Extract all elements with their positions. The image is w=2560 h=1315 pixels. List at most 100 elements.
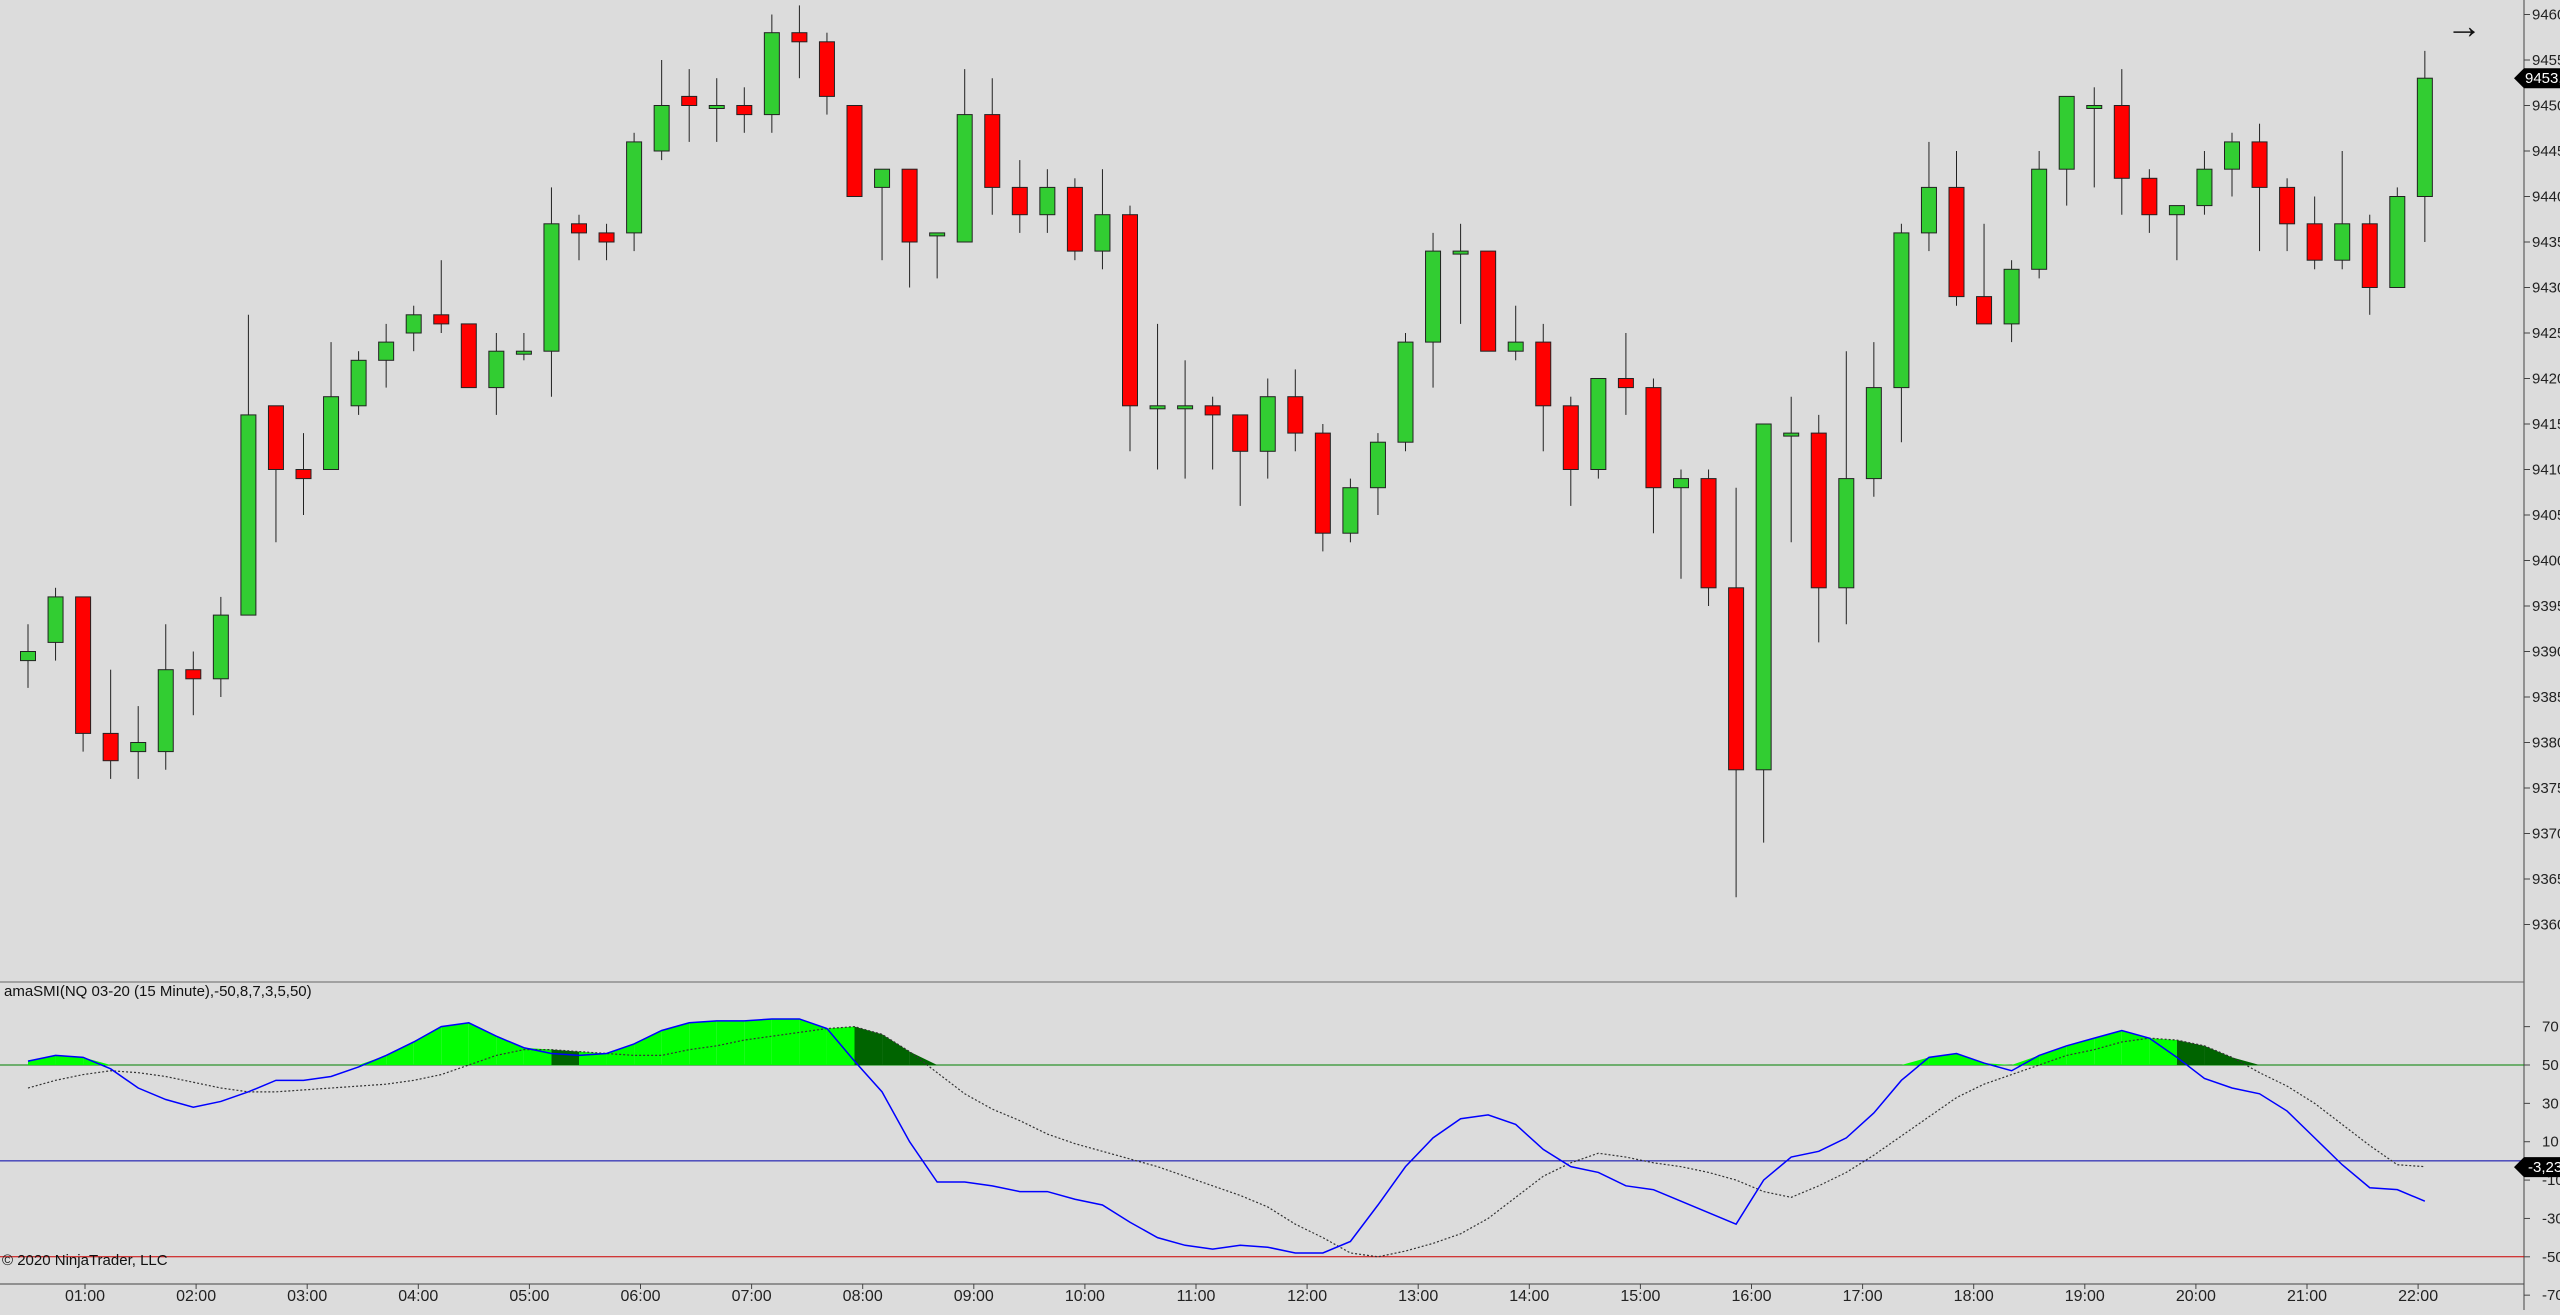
candle-body[interactable] <box>1507 341 1524 352</box>
candle-body[interactable] <box>708 105 725 109</box>
candle-body[interactable] <box>901 168 918 243</box>
candle-body[interactable] <box>2416 77 2433 197</box>
candle-body[interactable] <box>20 651 36 662</box>
candle-body[interactable] <box>102 732 119 762</box>
indicator-title: amaSMI(NQ 03-20 (15 Minute),-50,8,7,3,5,… <box>4 983 312 1000</box>
candle-body[interactable] <box>818 41 835 97</box>
candle-body[interactable] <box>1397 341 1414 443</box>
candle-body[interactable] <box>1425 250 1442 343</box>
candle-body[interactable] <box>1893 232 1910 389</box>
candle-body[interactable] <box>1314 432 1331 534</box>
candle-body[interactable] <box>47 596 64 643</box>
candle-body[interactable] <box>874 168 891 188</box>
candle-body[interactable] <box>75 596 92 734</box>
x-tick-label: 19:00 <box>2065 1288 2105 1305</box>
overbought-fill <box>909 1051 938 1065</box>
candle-body[interactable] <box>433 314 450 325</box>
candle-body[interactable] <box>185 669 202 680</box>
x-tick-label: 07:00 <box>732 1288 772 1305</box>
candle-body[interactable] <box>2003 268 2020 325</box>
candle-body[interactable] <box>598 232 615 243</box>
candle-body[interactable] <box>1177 405 1194 410</box>
candle-body[interactable] <box>791 32 808 43</box>
candle-body[interactable] <box>1755 423 1772 771</box>
candle-body[interactable] <box>2389 196 2406 288</box>
candle-body[interactable] <box>2113 105 2130 179</box>
candle-body[interactable] <box>1810 432 1827 589</box>
candle-body[interactable] <box>1838 478 1855 589</box>
indicator-last-value-marker <box>2514 1157 2560 1178</box>
candle-body[interactable] <box>240 414 257 616</box>
indicator-y-tick-label: -30 <box>2542 1210 2560 1227</box>
candle-body[interactable] <box>984 114 1001 188</box>
candle-body[interactable] <box>212 614 229 680</box>
candle-body[interactable] <box>1094 214 1111 252</box>
candle-body[interactable] <box>405 314 422 334</box>
candle-body[interactable] <box>653 105 670 152</box>
indicator-y-tick-label: -70 <box>2542 1287 2560 1304</box>
candle-body[interactable] <box>929 232 946 237</box>
candle-body[interactable] <box>763 32 780 116</box>
candle-body[interactable] <box>157 669 174 753</box>
candle-body[interactable] <box>571 223 587 234</box>
candle-body[interactable] <box>1645 387 1662 489</box>
candle-body[interactable] <box>1590 378 1607 470</box>
candle-body[interactable] <box>1039 186 1056 216</box>
candle-body[interactable] <box>350 359 367 407</box>
candle-body[interactable] <box>956 114 973 243</box>
candle-body[interactable] <box>1673 478 1689 489</box>
candle-body[interactable] <box>2086 105 2103 109</box>
candle-body[interactable] <box>846 105 863 197</box>
candle-body[interactable] <box>736 105 753 116</box>
candle-body[interactable] <box>130 742 147 753</box>
candle-body[interactable] <box>2168 205 2185 216</box>
candle-body[interactable] <box>267 405 284 470</box>
candle-body[interactable] <box>515 350 532 355</box>
candle-body[interactable] <box>1783 432 1800 437</box>
candle-body[interactable] <box>626 141 643 234</box>
candle-body[interactable] <box>2058 95 2075 170</box>
candle-body[interactable] <box>1287 396 1304 434</box>
candle-body[interactable] <box>2361 223 2378 289</box>
candle-body[interactable] <box>681 95 698 107</box>
overbought-fill <box>28 1055 56 1065</box>
candle-body[interactable] <box>323 396 340 471</box>
candle-body[interactable] <box>2279 186 2296 225</box>
candle-body[interactable] <box>2031 168 2048 270</box>
candle-body[interactable] <box>1920 186 1937 234</box>
candle-body[interactable] <box>1562 405 1579 470</box>
candle-body[interactable] <box>1948 186 1965 298</box>
candle-body[interactable] <box>2196 168 2213 207</box>
candle-body[interactable] <box>2224 141 2240 170</box>
candle-body[interactable] <box>1452 250 1469 255</box>
candle-body[interactable] <box>1149 405 1166 410</box>
candle-body[interactable] <box>543 223 560 352</box>
candle-body[interactable] <box>1066 186 1083 252</box>
candle-body[interactable] <box>1204 405 1221 416</box>
candle-body[interactable] <box>1617 378 1634 389</box>
candle-body[interactable] <box>295 469 312 480</box>
candle-body[interactable] <box>1976 296 1993 325</box>
candle-body[interactable] <box>1535 341 1552 407</box>
x-tick-label: 01:00 <box>65 1288 105 1305</box>
candle-body[interactable] <box>1122 214 1138 407</box>
right-arrow-icon[interactable]: → <box>2446 5 2482 46</box>
candle-body[interactable] <box>1369 441 1386 489</box>
candle-body[interactable] <box>1342 487 1359 534</box>
candle-body[interactable] <box>1480 250 1497 352</box>
candle-body[interactable] <box>460 323 477 389</box>
candle-body[interactable] <box>2141 177 2158 216</box>
candle-body[interactable] <box>1011 186 1028 216</box>
candle-body[interactable] <box>1865 387 1882 480</box>
candle-body[interactable] <box>488 350 505 389</box>
candle-body[interactable] <box>2251 141 2268 188</box>
candle-body[interactable] <box>378 341 395 361</box>
candle-body[interactable] <box>1728 587 1745 771</box>
candle-body[interactable] <box>2306 223 2323 261</box>
candle-body[interactable] <box>1232 414 1249 452</box>
candle-body[interactable] <box>2334 223 2351 261</box>
candle-body[interactable] <box>1700 478 1717 589</box>
candle-body[interactable] <box>1259 396 1276 452</box>
